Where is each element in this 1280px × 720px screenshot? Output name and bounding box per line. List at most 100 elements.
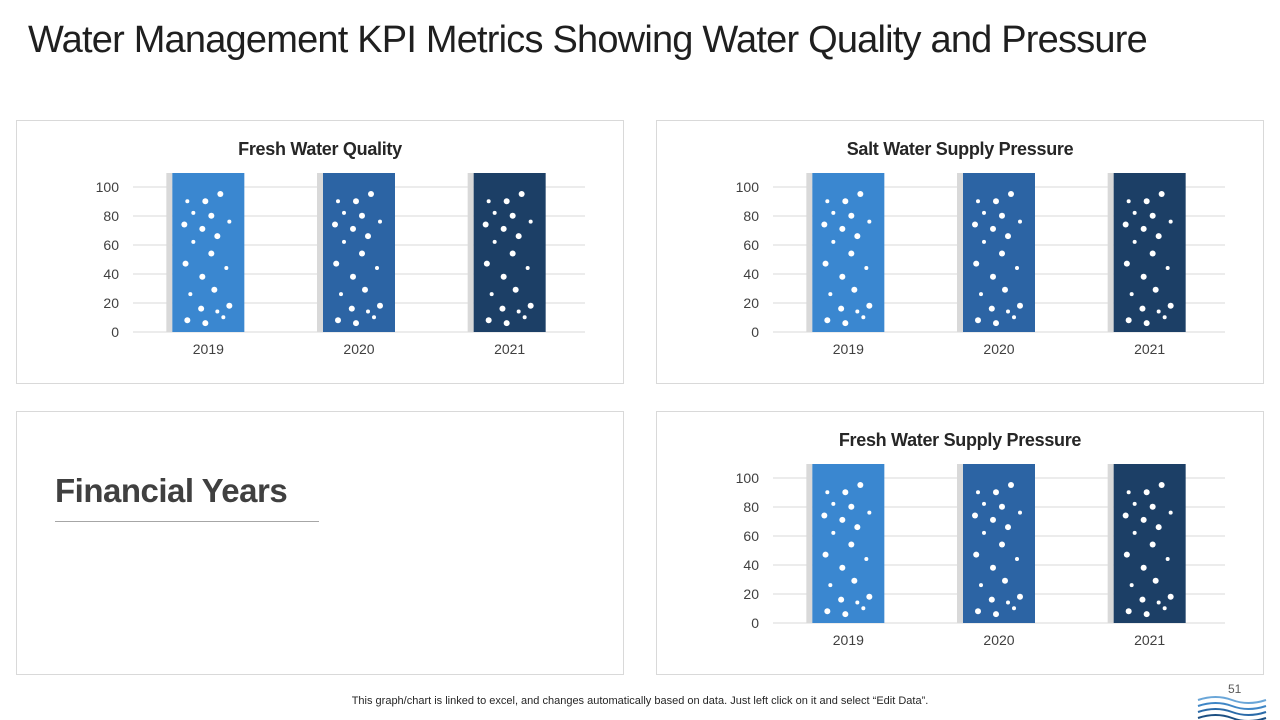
bar-dot bbox=[224, 266, 229, 270]
bar-2019[interactable] bbox=[172, 173, 245, 332]
bar-dot bbox=[848, 212, 855, 219]
bar-dot bbox=[1015, 266, 1019, 270]
bar-2021[interactable] bbox=[1113, 173, 1186, 332]
bar-shadow bbox=[1107, 173, 1114, 332]
y-tick-label: 20 bbox=[743, 295, 759, 311]
y-tick-label: 60 bbox=[743, 237, 759, 253]
bar-dot bbox=[990, 225, 996, 232]
bar-dot bbox=[1125, 317, 1132, 324]
bar-dot bbox=[335, 317, 341, 324]
bar-dot bbox=[864, 266, 869, 270]
bar-dot bbox=[831, 501, 836, 506]
bar-dot bbox=[1152, 577, 1159, 584]
chart-panel-fresh-water-supply-pressure[interactable]: Fresh Water Supply Pressure 0 20 40 60 80 100… bbox=[656, 411, 1264, 675]
y-tick-label: 40 bbox=[743, 557, 759, 573]
bar-dot bbox=[362, 286, 368, 293]
bar-dot bbox=[221, 315, 226, 320]
bar-dot bbox=[854, 524, 861, 531]
bar-dot bbox=[1006, 309, 1010, 314]
bar-dot bbox=[1126, 199, 1131, 204]
bar-dot bbox=[1140, 225, 1147, 232]
x-tick-label-2021: 2021 bbox=[1134, 341, 1165, 357]
bar-dot bbox=[509, 250, 516, 257]
bar-dot bbox=[333, 260, 340, 267]
bar-dot bbox=[972, 512, 978, 519]
bar-dot bbox=[208, 250, 215, 257]
bar-dot bbox=[359, 250, 365, 257]
bar-chart-salt-water-supply-pressure[interactable]: 0 20 40 60 80 100 2019 2020 2021 bbox=[657, 121, 1263, 383]
bar-shadow bbox=[1107, 464, 1114, 623]
bar-dot bbox=[993, 489, 999, 496]
bar-dot bbox=[1149, 212, 1156, 219]
bar-dot bbox=[1008, 482, 1014, 489]
bar-dot bbox=[482, 221, 489, 228]
bar-dot bbox=[1140, 564, 1147, 571]
bar-chart-fresh-water-supply-pressure[interactable]: 0 20 40 60 80 100 2019 2020 2021 bbox=[657, 412, 1263, 674]
bar-dot bbox=[1155, 233, 1162, 240]
y-tick-label: 20 bbox=[743, 586, 759, 602]
bar-dot bbox=[855, 309, 860, 314]
bar-dot bbox=[1139, 305, 1146, 312]
bar-2021[interactable] bbox=[1113, 464, 1186, 623]
bar-dot bbox=[1139, 596, 1146, 603]
x-tick-label-2019: 2019 bbox=[833, 632, 864, 648]
bar-dot bbox=[1015, 557, 1019, 561]
bar-shadow bbox=[957, 464, 963, 623]
bar-dot bbox=[839, 564, 846, 571]
bar-2019[interactable] bbox=[812, 464, 885, 623]
y-tick-label: 80 bbox=[103, 208, 119, 224]
bar-dot bbox=[839, 516, 846, 523]
y-tick-label: 0 bbox=[111, 324, 119, 340]
bar-dot bbox=[1123, 260, 1130, 267]
bar-dot bbox=[1143, 320, 1150, 327]
bar-dot bbox=[181, 221, 188, 228]
bar-dot bbox=[1168, 219, 1173, 224]
bar-dot bbox=[1162, 606, 1167, 611]
bar-2021[interactable] bbox=[473, 173, 546, 332]
bar-dot bbox=[339, 292, 343, 297]
bar-dot bbox=[1132, 530, 1137, 535]
bar-dot bbox=[1018, 219, 1022, 224]
y-tick-label: 40 bbox=[743, 266, 759, 282]
bar-dot bbox=[975, 317, 981, 324]
bar-dot bbox=[857, 191, 864, 198]
chart-panel-fresh-water-quality[interactable]: Fresh Water Quality 0 20 40 60 80 100 2019 2020… bbox=[16, 120, 624, 384]
y-tick-label: 40 bbox=[103, 266, 119, 282]
bar-shadow bbox=[317, 173, 323, 332]
bar-dot bbox=[191, 239, 196, 244]
bar-chart-fresh-water-quality[interactable]: 0 20 40 60 80 100 2019 2020 2021 bbox=[17, 121, 623, 383]
bar-dot bbox=[1158, 482, 1165, 489]
chart-panel-salt-water-supply-pressure[interactable]: Salt Water Supply Pressure 0 20 40 60 80 100 2… bbox=[656, 120, 1264, 384]
bar-dot bbox=[492, 239, 497, 244]
bar-dot bbox=[999, 212, 1005, 219]
bar-dot bbox=[191, 210, 196, 215]
bar-dot bbox=[842, 320, 849, 327]
bar-2019[interactable] bbox=[812, 173, 885, 332]
bar-dot bbox=[979, 583, 983, 588]
bar-dot bbox=[1167, 302, 1174, 309]
bar-dot bbox=[1156, 600, 1161, 605]
bar-dot bbox=[1132, 501, 1137, 506]
bar-2020[interactable] bbox=[323, 173, 395, 332]
bar-dot bbox=[365, 233, 371, 240]
bar-dot bbox=[185, 199, 190, 204]
bar-dot bbox=[188, 292, 193, 297]
bar-2020[interactable] bbox=[963, 464, 1035, 623]
bar-dot bbox=[199, 273, 206, 280]
bar-dot bbox=[336, 199, 340, 204]
bar-dot bbox=[999, 503, 1005, 510]
bar-2020[interactable] bbox=[963, 173, 1035, 332]
bar-dot bbox=[851, 286, 858, 293]
bar-dot bbox=[489, 292, 494, 297]
chart-title: Fresh Water Quality bbox=[238, 139, 402, 159]
bar-dot bbox=[215, 309, 220, 314]
bar-dot bbox=[854, 233, 861, 240]
bar-dot bbox=[486, 199, 491, 204]
bar-dot bbox=[976, 199, 980, 204]
bar-dot bbox=[1152, 286, 1159, 293]
bar-dot bbox=[353, 198, 359, 205]
bar-dot bbox=[990, 273, 996, 280]
bar-dot bbox=[825, 490, 830, 495]
bar-dot bbox=[828, 292, 833, 297]
bar-dot bbox=[485, 317, 492, 324]
